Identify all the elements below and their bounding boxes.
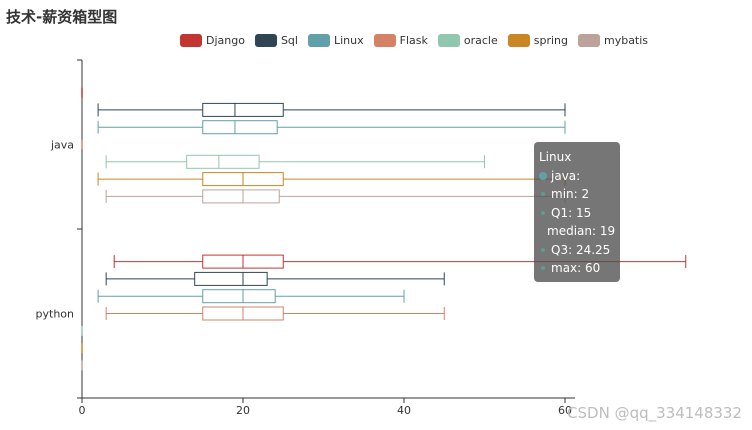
legend-label: Linux xyxy=(333,34,364,47)
legend-swatch xyxy=(373,34,396,47)
legend-label: Sql xyxy=(280,34,298,47)
legend: Django Sql Linux Flask oracle spring mybatis xyxy=(180,34,648,47)
box-mybatis-java-iqr xyxy=(202,189,280,204)
bullet-icon xyxy=(541,247,545,252)
tooltip-stat-row: min: 2 xyxy=(539,185,615,204)
y-tick-label: python xyxy=(36,308,75,321)
legend-label: Flask xyxy=(399,34,428,47)
box-linux-python-iqr xyxy=(202,289,276,304)
legend-item-linux[interactable]: Linux xyxy=(307,34,364,47)
tooltip-stat-row: Q1: 15 xyxy=(539,204,615,223)
tooltip-series: Linux xyxy=(539,150,572,164)
legend-item-mybatis[interactable]: mybatis xyxy=(577,34,649,47)
box-sql-java-iqr xyxy=(202,102,284,117)
tooltip-stat: Q1: 15 xyxy=(551,205,592,220)
legend-item-flask[interactable]: Flask xyxy=(373,34,428,47)
tooltip-stat: Q3: 24.25 xyxy=(551,242,611,257)
bullet-icon xyxy=(541,266,545,271)
legend-label: spring xyxy=(533,34,568,47)
legend-item-oracle[interactable]: oracle xyxy=(437,34,498,47)
legend-swatch xyxy=(507,34,530,47)
legend-item-sql[interactable]: Sql xyxy=(254,34,298,47)
legend-swatch xyxy=(180,34,202,47)
legend-label: mybatis xyxy=(603,34,649,47)
legend-item-spring[interactable]: spring xyxy=(507,34,568,47)
tooltip-marker-icon xyxy=(539,171,547,180)
tooltip-stat-row: median: 19 xyxy=(539,222,615,241)
bullet-icon xyxy=(541,192,545,197)
x-tick-label: 60 xyxy=(558,404,572,417)
chart-title: 技术-薪资箱型图 xyxy=(6,8,118,26)
tooltip-stat-row: max: 60 xyxy=(539,259,615,278)
watermark: CSDN @qq_334148332 xyxy=(567,404,742,422)
x-tick-label: 40 xyxy=(397,404,411,417)
bullet-icon xyxy=(541,210,545,215)
box-oracle-java-iqr xyxy=(186,154,260,169)
tooltip-stat: median: 19 xyxy=(547,224,616,238)
tooltip-stat: max: 60 xyxy=(551,261,601,275)
box-linux-java-iqr xyxy=(202,120,278,135)
legend-swatch xyxy=(437,34,460,47)
tooltip: Linux java: min: 2 Q1: 15 median: 19 Q3: 24.2… xyxy=(534,142,620,282)
legend-swatch xyxy=(307,34,330,47)
legend-item-django[interactable]: Django xyxy=(180,34,245,47)
tooltip-category: java: xyxy=(551,168,581,183)
legend-label: oracle xyxy=(463,34,498,47)
legend-swatch xyxy=(254,34,277,47)
x-tick-label: 0 xyxy=(79,404,86,417)
x-tick-label: 20 xyxy=(236,404,250,417)
legend-swatch xyxy=(577,34,600,47)
tooltip-stat-row: Q3: 24.25 xyxy=(539,241,615,260)
legend-label: Django xyxy=(206,34,245,47)
tooltip-category-row: java: xyxy=(539,167,615,186)
y-tick-label: java xyxy=(50,139,74,152)
tooltip-stat: min: 2 xyxy=(551,187,590,201)
box-sql-python-iqr xyxy=(194,271,268,286)
